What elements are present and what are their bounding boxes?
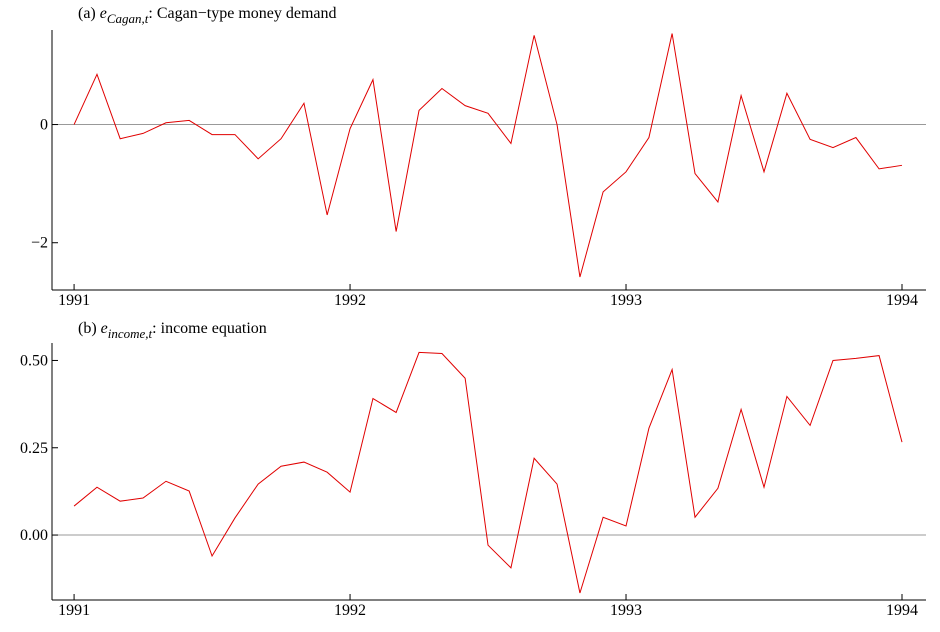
x-tick-label: 1992 bbox=[334, 602, 366, 619]
data-line bbox=[73, 351, 903, 594]
x-tick-label: 1991 bbox=[58, 602, 90, 619]
x-tick-label: 1994 bbox=[886, 602, 918, 619]
panel-title: (a) eCagan,t: Cagan−type money demand bbox=[78, 5, 337, 26]
y-tick-label: 0.00 bbox=[20, 527, 48, 544]
data-line bbox=[73, 33, 903, 278]
y-tick-label: −2 bbox=[31, 235, 48, 252]
x-tick-label: 1993 bbox=[610, 292, 642, 309]
title-subscript: income,t bbox=[108, 326, 153, 341]
x-tick-label: 1991 bbox=[58, 292, 90, 309]
y-tick-label: 0.25 bbox=[20, 440, 48, 457]
x-tick-label: 1993 bbox=[610, 602, 642, 619]
y-tick-label: 0 bbox=[40, 117, 48, 134]
x-tick-label: 1994 bbox=[886, 292, 918, 309]
panel-title: (b) eincome,t: income equation bbox=[78, 320, 267, 341]
title-symbol: e bbox=[101, 320, 108, 337]
title-rest: : income equation bbox=[152, 320, 267, 337]
title-subscript: Cagan,t bbox=[107, 11, 149, 26]
title-symbol: e bbox=[100, 5, 107, 22]
x-tick-label: 1992 bbox=[334, 292, 366, 309]
title-rest: : Cagan−type money demand bbox=[148, 5, 336, 22]
title-prefix: (a) bbox=[78, 5, 96, 22]
title-prefix: (b) bbox=[78, 320, 97, 337]
y-tick-label: 0.50 bbox=[20, 352, 48, 369]
